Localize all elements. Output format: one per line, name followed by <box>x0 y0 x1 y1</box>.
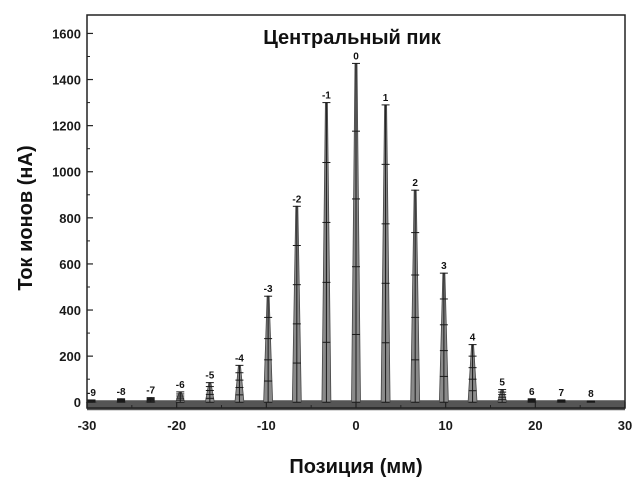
peak-1: 1 <box>380 93 391 403</box>
peak-label: -8 <box>117 387 126 398</box>
y-tick-label: 0 <box>74 395 81 410</box>
y-tick-label: 200 <box>59 349 81 364</box>
peak-label: 2 <box>412 178 418 189</box>
x-tick-label: -30 <box>78 418 97 433</box>
peak-label: 5 <box>499 378 505 389</box>
y-tick-label: 1600 <box>52 26 81 41</box>
peak--7: -7 <box>145 386 156 403</box>
y-axis-title: Ток ионов (нА) <box>15 145 37 290</box>
peak-label: -2 <box>292 194 301 205</box>
peak-7: 7 <box>555 388 568 403</box>
y-tick-label: 1400 <box>52 73 81 88</box>
peak-label: -7 <box>146 386 155 397</box>
chart-title: Центральный пик <box>263 27 442 49</box>
x-tick-label: 10 <box>438 418 452 433</box>
x-tick-label: -20 <box>167 418 186 433</box>
peak--8: -8 <box>115 387 127 403</box>
peak-label: -4 <box>235 353 244 364</box>
peak-0: 0 <box>351 51 361 403</box>
peak-label: 0 <box>353 51 359 62</box>
peak--2: -2 <box>291 194 302 403</box>
peak-2: 2 <box>410 178 421 403</box>
y-tick-label: 400 <box>59 303 81 318</box>
peak--5: -5 <box>204 371 215 403</box>
peak-label: -5 <box>205 371 214 382</box>
peaks-layer: -9 -8 -7 -6 -5 -4 -3 -2 -1 0 1 2 3 4 5 6 7 8 <box>85 51 625 411</box>
y-tick-label: 800 <box>59 211 81 226</box>
peak--6: -6 <box>175 380 186 403</box>
peak--9: -9 <box>85 388 98 403</box>
x-tick-label: -10 <box>257 418 276 433</box>
x-axis-title: Позиция (мм) <box>289 456 422 478</box>
peak-4: 4 <box>467 333 478 403</box>
peak-label: -3 <box>264 284 273 295</box>
peak-label: 3 <box>441 261 447 272</box>
peak-label: -9 <box>87 388 96 399</box>
y-tick-label: 1200 <box>52 119 81 134</box>
peak--4: -4 <box>234 353 245 403</box>
axis-ticks: -30 -20 -10 0 10 20 30020040060080010001200140… <box>52 26 632 433</box>
peak-label: 4 <box>470 333 476 344</box>
peak--3: -3 <box>263 284 274 403</box>
peak-label: 6 <box>529 387 535 398</box>
peak-label: -6 <box>176 380 185 391</box>
peak-label: 8 <box>588 389 594 400</box>
peak-label: 7 <box>559 388 565 399</box>
y-tick-label: 600 <box>59 257 81 272</box>
peak-label: -1 <box>322 91 331 102</box>
y-tick-label: 1000 <box>52 165 81 180</box>
peak--1: -1 <box>321 91 332 403</box>
peak-3: 3 <box>438 261 449 403</box>
peak-6: 6 <box>526 387 538 403</box>
peak-label: 1 <box>383 93 389 104</box>
x-tick-label: 20 <box>528 418 542 433</box>
peak-8: 8 <box>586 389 596 403</box>
peak-5: 5 <box>497 378 508 403</box>
x-tick-label: 0 <box>352 418 359 433</box>
x-tick-label: 30 <box>618 418 632 433</box>
